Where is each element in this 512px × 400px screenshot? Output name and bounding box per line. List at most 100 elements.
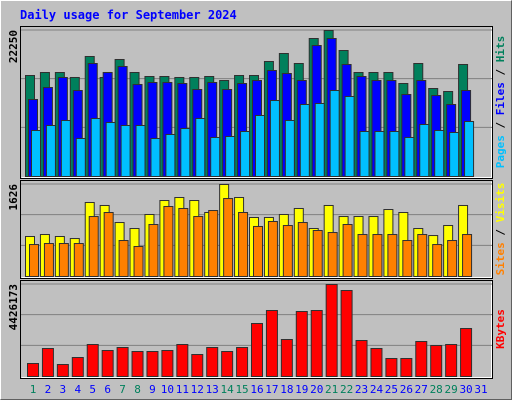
y-tick-label: 1626 (7, 184, 20, 211)
bar (430, 344, 443, 377)
x-tick-label: 23 (355, 383, 368, 396)
x-tick-label: 15 (235, 383, 248, 396)
bar (434, 130, 445, 178)
bar (75, 138, 86, 177)
x-tick-label: 31 (474, 383, 487, 396)
bar (251, 322, 263, 378)
x-tick-label: 2 (45, 383, 52, 396)
legend-separator: / (494, 115, 507, 135)
bar (88, 216, 99, 277)
bar (101, 349, 114, 377)
bar (355, 339, 368, 378)
bar (236, 346, 249, 378)
bar (150, 138, 161, 177)
bar (389, 130, 400, 177)
bar (462, 234, 473, 278)
bar (312, 230, 323, 277)
legend-entry: Pages (494, 135, 507, 168)
bar (385, 357, 398, 378)
x-tick-label: 30 (459, 383, 472, 396)
bar (103, 212, 114, 278)
x-tick-label: 26 (400, 383, 413, 396)
x-tick-label: 10 (161, 383, 174, 396)
x-tick-label: 1 (30, 383, 37, 396)
plot-bevel (21, 181, 492, 278)
bar (432, 244, 443, 278)
bar (208, 210, 219, 277)
bar (27, 362, 39, 377)
plot-bevel (21, 281, 492, 378)
bar (387, 234, 398, 278)
y-tick-label: 22250 (7, 30, 20, 63)
bar (342, 224, 353, 277)
bar (58, 243, 69, 278)
bar (71, 356, 84, 378)
bar (43, 243, 54, 278)
bar (267, 221, 278, 278)
legend-entry: KBytes (494, 309, 507, 349)
bar (449, 131, 460, 177)
x-tick-label: 16 (250, 383, 263, 396)
bar (116, 346, 129, 378)
bar (269, 100, 280, 177)
bar (191, 353, 204, 378)
x-tick-label: 18 (280, 383, 293, 396)
bar (225, 135, 236, 178)
x-tick-label: 8 (134, 383, 141, 396)
legend: KBytes (494, 309, 507, 349)
y-tick-label: 4426173 (7, 284, 20, 330)
bar (90, 118, 101, 177)
bar (195, 118, 206, 177)
bar (238, 212, 249, 278)
bar (223, 198, 234, 277)
bar (105, 121, 116, 178)
bar (29, 244, 39, 278)
bar (280, 338, 293, 377)
plot-bevel (21, 27, 492, 178)
bar (344, 95, 355, 177)
bar (221, 350, 234, 378)
bar (135, 125, 146, 177)
bar (240, 130, 251, 177)
bar (415, 340, 428, 378)
bar (325, 284, 338, 377)
bar (146, 350, 159, 378)
bar (357, 234, 368, 278)
x-tick-label: 11 (176, 383, 189, 396)
bar (340, 289, 353, 377)
x-tick-label: 9 (149, 383, 156, 396)
legend-separator: / (494, 222, 507, 242)
bar (464, 120, 475, 177)
legend: Pages / Files / Hits (494, 36, 507, 169)
bar (56, 363, 69, 378)
bar (310, 309, 323, 377)
bar (299, 103, 310, 177)
bar (118, 240, 129, 277)
x-tick-label: 19 (295, 383, 308, 396)
x-tick-label: 25 (385, 383, 398, 396)
x-tick-label: 29 (445, 383, 458, 396)
x-tick-label: 12 (191, 383, 204, 396)
bar (131, 350, 144, 378)
bar (161, 349, 174, 377)
bar (253, 225, 263, 277)
x-tick-label: 20 (310, 383, 323, 396)
bar (193, 216, 204, 277)
bar (206, 346, 219, 378)
bar (180, 128, 191, 177)
x-tick-label: 22 (340, 383, 353, 396)
bar (460, 327, 473, 377)
bar (314, 103, 325, 177)
bar (402, 240, 413, 277)
bar (282, 225, 293, 277)
bar (419, 123, 430, 177)
x-tick-label: 27 (415, 383, 428, 396)
bar (210, 136, 221, 177)
bar (297, 222, 308, 277)
x-tick-label: 6 (104, 383, 111, 396)
bar (265, 309, 278, 377)
bar (404, 136, 415, 177)
legend-entry: Files (494, 82, 507, 115)
x-tick-label: 13 (206, 383, 219, 396)
bar (133, 246, 144, 277)
